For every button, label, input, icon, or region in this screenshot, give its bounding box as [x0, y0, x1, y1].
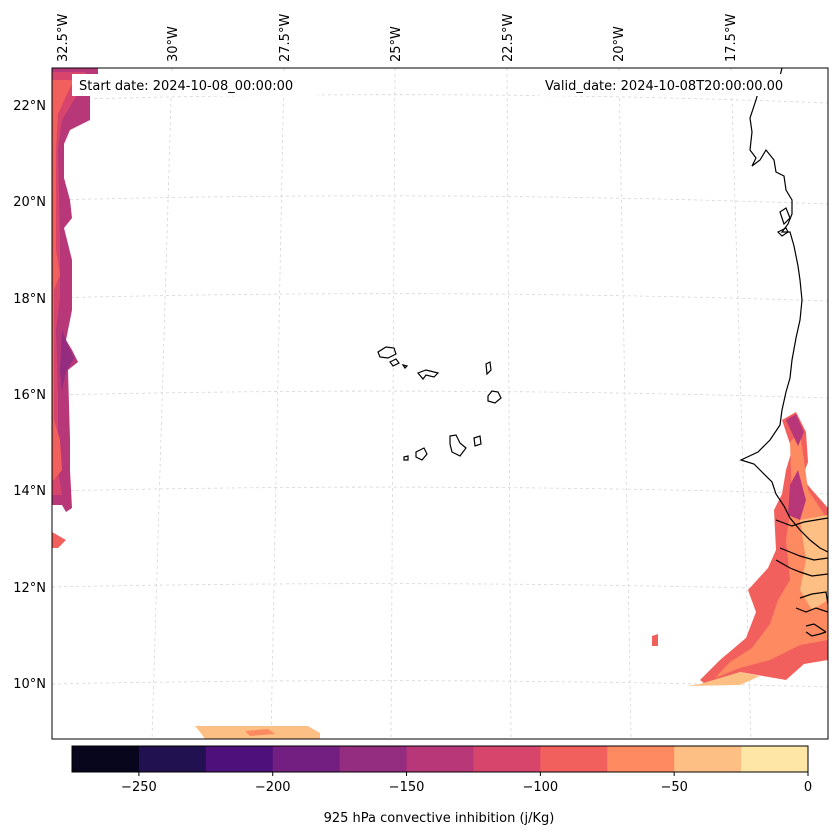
- island-sal: [485, 361, 492, 376]
- colorbar-swatch: [607, 746, 675, 772]
- gridlines: [52, 68, 828, 739]
- colorbar-tick-label: −200: [255, 780, 291, 795]
- contour-region-east-small: [652, 634, 658, 646]
- cin-contours-east: [652, 412, 828, 686]
- coastline: [739, 68, 828, 637]
- cin-contours-west: [52, 68, 98, 548]
- island-santo-antao: [377, 346, 397, 359]
- lon-label: 30°W: [166, 26, 181, 62]
- cape-verde-islands: [377, 346, 502, 461]
- lon-label: 22.5°W: [501, 14, 516, 62]
- island-santiago: [449, 434, 467, 457]
- contour-region-east-dark: [786, 414, 806, 520]
- contour-region-east-light: [686, 515, 828, 686]
- island-santa-luzia: [401, 364, 409, 369]
- island-sao-nicolau: [416, 369, 440, 380]
- island-boa-vista: [487, 390, 502, 404]
- longitude-labels: 32.5°W 30°W 27.5°W 25°W 22.5°W 20°W 17.5…: [56, 14, 739, 62]
- start-date-text: Start date: 2024-10-08_00:00:00: [79, 79, 293, 94]
- map-background: [52, 68, 828, 739]
- lat-label: 14°N: [13, 484, 46, 499]
- colorbar-swatch: [473, 746, 541, 772]
- colorbar-frame: [71, 745, 809, 773]
- colorbar-swatch: [205, 746, 274, 772]
- colorbar-tick-label: −100: [523, 780, 559, 795]
- lat-label: 22°N: [13, 99, 46, 114]
- colorbar-swatch: [741, 746, 809, 772]
- lon-label: 25°W: [389, 26, 404, 62]
- colorbar: −250 −200 −150 −100 −50 0: [71, 745, 812, 795]
- colorbar-swatch: [72, 746, 140, 772]
- island-fogo: [415, 447, 428, 461]
- colorbar-label: 925 hPa convective inhibition (j/Kg): [324, 811, 555, 826]
- lat-label: 12°N: [13, 581, 46, 596]
- start-date-box: [72, 74, 318, 96]
- valid-date-text: Valid_date: 2024-10-08T20:00:00.00: [545, 79, 783, 94]
- contour-region-west-purple: [60, 330, 74, 390]
- lat-label: 20°N: [13, 195, 46, 210]
- colorbar-tick-label: 0: [804, 780, 812, 795]
- colorbar-swatch: [272, 746, 341, 772]
- colorbar-swatch: [138, 746, 207, 772]
- colorbar-swatch: [674, 746, 742, 772]
- contour-region-west-outer: [52, 68, 98, 512]
- cin-contours-south: [195, 726, 320, 739]
- contour-region-west-inner: [52, 80, 74, 480]
- lon-label: 17.5°W: [724, 14, 739, 62]
- colorbar-tick-label: −50: [660, 780, 687, 795]
- island-maio: [473, 435, 482, 447]
- colorbar-tick-label: −250: [121, 780, 157, 795]
- map-frame: [51, 67, 829, 740]
- contour-region-south-inner: [245, 729, 275, 736]
- colorbar-swatch: [540, 746, 608, 772]
- valid-date-box: [539, 74, 807, 96]
- lon-label: 20°W: [612, 26, 627, 62]
- island-brava: [403, 455, 409, 461]
- colorbar-tick-label: −150: [389, 780, 425, 795]
- island-sao-vicente: [389, 358, 400, 367]
- contour-region-west-small: [52, 532, 66, 548]
- lat-label: 18°N: [13, 292, 46, 307]
- colorbar-swatch: [406, 746, 474, 772]
- lat-label: 10°N: [13, 677, 46, 692]
- colorbar-swatch: [339, 746, 408, 772]
- latitude-labels: 22°N 20°N 18°N 16°N 14°N 12°N 10°N: [13, 99, 46, 692]
- lon-label: 27.5°W: [278, 14, 293, 62]
- lon-label: 32.5°W: [56, 14, 71, 62]
- lat-label: 16°N: [13, 388, 46, 403]
